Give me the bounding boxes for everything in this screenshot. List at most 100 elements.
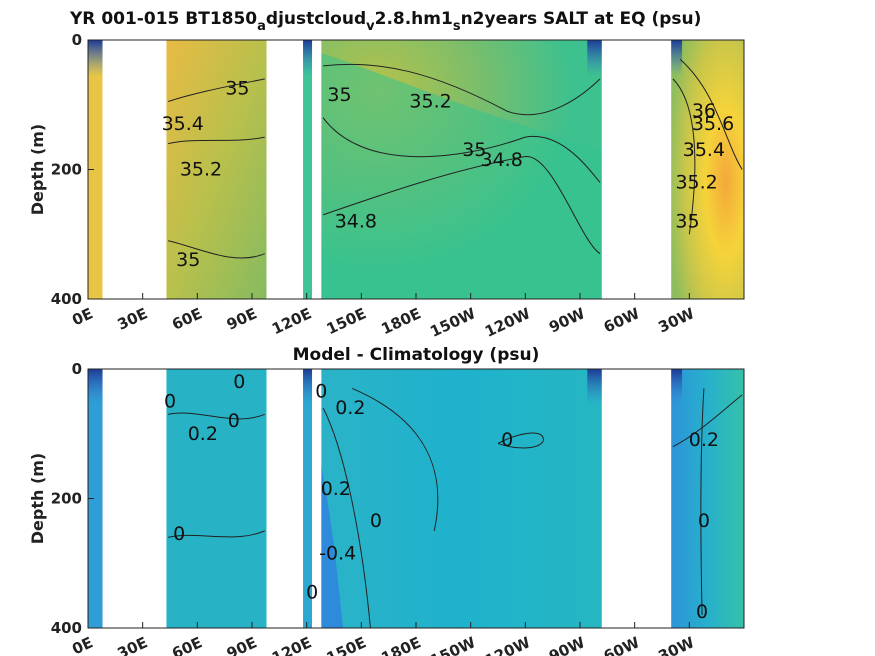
land-gap-0 <box>102 40 167 299</box>
y-tick-label: 400 <box>51 290 82 308</box>
contour-label: 0 <box>698 510 710 532</box>
x-tick-label: 120E <box>269 633 314 656</box>
x-tick-label: 90W <box>546 304 588 336</box>
x-tick-label: 0E <box>69 633 95 656</box>
contour-label: 0 <box>696 601 708 623</box>
contour-line-5 <box>322 156 601 255</box>
contour-label: 0 <box>233 371 245 393</box>
contour-line-6 <box>672 78 696 235</box>
contour-label: 0.2 <box>335 397 365 419</box>
land-gap-2 <box>312 40 322 299</box>
surface-strip-1 <box>303 40 313 77</box>
contour-line-6 <box>672 394 743 448</box>
contour-label: 0 <box>370 510 382 532</box>
land-gap-1 <box>266 369 304 628</box>
contour-line-0 <box>168 412 265 420</box>
x-tick-label: 150E <box>324 304 369 338</box>
x-tick-label: 60E <box>169 304 205 333</box>
land-gap-2 <box>312 369 322 628</box>
ocean-basin-0 <box>88 369 103 628</box>
y-axis-label: Depth (m) <box>28 453 47 545</box>
x-tick-label: 60W <box>601 304 643 336</box>
contour-label: 35 <box>225 78 249 100</box>
contour-label: 35.2 <box>180 159 222 181</box>
contour-line-3 <box>352 387 439 531</box>
ocean-basin-2 <box>303 369 313 628</box>
surface-strip-3 <box>671 40 683 77</box>
contour-label: 0.2 <box>188 423 218 445</box>
x-tick-label: 30E <box>115 633 151 656</box>
top-panel-title: YR 001-015 BT1850adjustcloudv2.8.hm1sn2y… <box>69 9 701 34</box>
contour-label: -0.4 <box>319 543 356 565</box>
y-tick-label: 200 <box>51 490 82 508</box>
surface-strip-3 <box>671 369 683 406</box>
contour-label: 34.8 <box>480 149 522 171</box>
x-tick-label: 150E <box>324 633 369 656</box>
x-tick-label: 60W <box>601 633 643 656</box>
contour-label: 35.4 <box>162 113 204 135</box>
x-tick-label: 150W <box>427 304 478 341</box>
y-tick-label: 400 <box>51 619 82 637</box>
contour-label: 0 <box>228 410 240 432</box>
ocean-basin-1 <box>166 40 267 299</box>
x-tick-label: 0E <box>69 304 95 329</box>
x-tick-label: 180E <box>378 633 423 656</box>
surface-strip-0 <box>88 369 103 406</box>
x-tick-label: 30W <box>656 633 698 656</box>
contour-label: 35.2 <box>675 171 717 193</box>
surface-strip-2 <box>587 369 602 406</box>
contour-label: 35 <box>176 249 200 271</box>
x-tick-label: 150W <box>427 633 478 656</box>
y-axis-label: Depth (m) <box>28 124 47 216</box>
contour-line-2 <box>168 240 265 259</box>
x-tick-label: 90E <box>224 633 260 656</box>
contour-line-2 <box>322 407 371 629</box>
contour-line-7 <box>679 59 743 170</box>
y-tick-label: 0 <box>72 31 82 49</box>
x-tick-label: 30E <box>115 304 151 333</box>
contour-line-1 <box>168 530 265 538</box>
contour-line-4 <box>322 117 601 183</box>
contour-label: 0 <box>164 390 176 412</box>
ocean-basin-3 <box>321 369 602 628</box>
land-gap-0 <box>102 369 167 628</box>
deep-water-shade <box>321 52 602 300</box>
ocean-basin-0 <box>88 40 103 299</box>
contour-label: 0 <box>501 429 513 451</box>
contour-label: 0.2 <box>321 478 351 500</box>
contour-line-0 <box>168 78 265 102</box>
x-tick-label: 90W <box>546 633 588 656</box>
contour-line-1 <box>168 136 265 145</box>
contour-label: 35.4 <box>683 139 725 161</box>
x-tick-label: 180E <box>378 304 423 338</box>
ocean-basin-4 <box>671 40 744 299</box>
land-gap-3 <box>601 369 672 628</box>
x-tick-label: 120W <box>482 304 533 341</box>
land-gap-1 <box>266 40 304 299</box>
x-tick-label: 90E <box>224 304 260 333</box>
contour-label: 34.8 <box>335 210 377 232</box>
x-tick-label: 120E <box>269 304 314 338</box>
bottom-panel-title: Model - Climatology (psu) <box>293 345 540 365</box>
y-tick-label: 200 <box>51 161 82 179</box>
x-tick-label: 30W <box>656 304 698 336</box>
contour-line-5 <box>700 388 705 616</box>
contour-line-4 <box>497 432 545 449</box>
ocean-basin-4 <box>671 369 744 628</box>
negative-anomaly-shade <box>321 466 344 628</box>
contour-label: 35.6 <box>692 113 734 135</box>
y-tick-label: 0 <box>72 360 82 378</box>
contour-label: 35 <box>327 84 351 106</box>
contour-label: 36 <box>692 100 716 122</box>
x-tick-label: 120W <box>482 633 533 656</box>
contour-label: 0 <box>173 523 185 545</box>
contour-label: 0 <box>306 581 318 603</box>
surface-strip-1 <box>303 369 313 406</box>
x-tick-label: 60E <box>169 633 205 656</box>
contour-label: 35.2 <box>409 91 451 113</box>
ocean-basin-2 <box>303 40 313 299</box>
surface-strip-2 <box>587 40 602 77</box>
